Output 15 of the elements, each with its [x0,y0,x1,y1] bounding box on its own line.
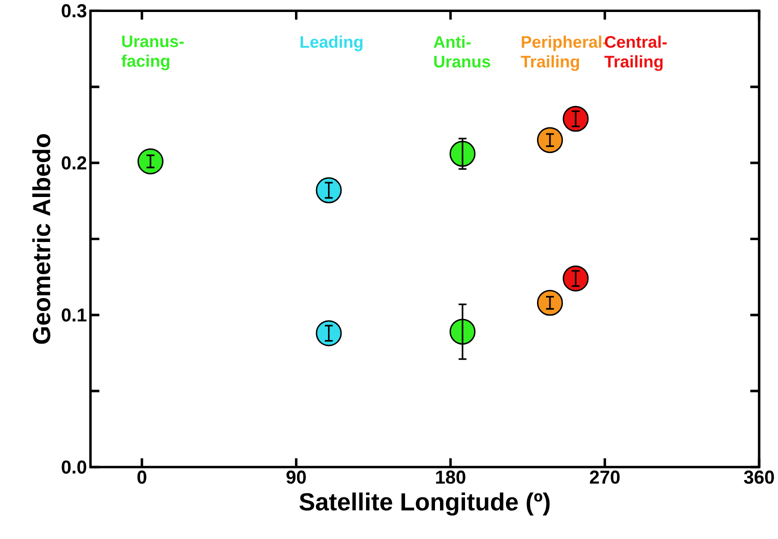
legend-label: Anti-Uranus [434,36,490,68]
x-tick-label: 270 [590,470,620,484]
legend-label: Leading [300,36,362,52]
y-tick-label: 0.2 [62,156,86,170]
legend-label: Uranus-facing [121,36,184,70]
x-tick-label: 0 [137,470,146,484]
x-tick-label: 180 [436,470,466,484]
y-axis-title: Geometric Albedo [32,134,50,344]
y-tick-label: 0.3 [62,4,86,18]
x-tick-label: 360 [744,470,774,484]
x-tick-label: 90 [286,470,306,484]
y-tick-label: 0.0 [62,460,86,474]
text: Central-Trailing [604,36,667,71]
x-axis-title: Satellite Longitude (º) [299,492,550,516]
y-tick-label: 0.1 [62,308,86,322]
